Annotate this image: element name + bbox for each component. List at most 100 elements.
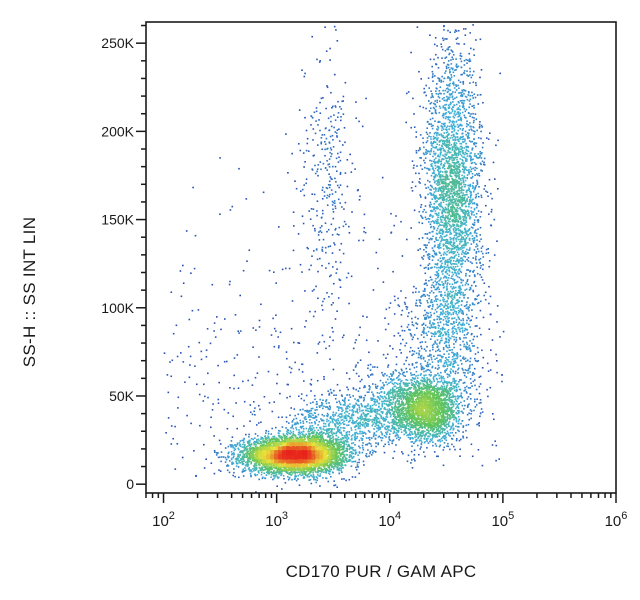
data-point [476, 157, 479, 159]
data-point [302, 408, 304, 411]
data-point [480, 69, 483, 71]
data-point [470, 443, 473, 446]
data-point [445, 340, 448, 343]
data-point [313, 476, 315, 479]
data-point [458, 151, 460, 154]
data-point [452, 54, 455, 56]
data-point [375, 421, 378, 424]
data-point [457, 269, 460, 271]
data-point [371, 404, 374, 407]
data-point [472, 302, 474, 305]
data-point [336, 383, 339, 386]
data-point [447, 29, 449, 32]
data-point [325, 477, 327, 479]
data-point [445, 128, 447, 131]
data-point [414, 459, 416, 462]
data-point [460, 394, 462, 397]
data-point [475, 404, 478, 406]
data-point [257, 438, 260, 441]
data-point [363, 227, 366, 229]
data-point [467, 146, 469, 149]
data-point [443, 353, 445, 355]
data-point [456, 156, 459, 159]
data-point [400, 368, 403, 371]
data-point [438, 120, 440, 123]
data-point [456, 244, 459, 247]
data-point [414, 291, 417, 293]
data-point [441, 211, 444, 213]
data-point [495, 444, 498, 447]
data-point [473, 93, 476, 95]
data-point [385, 428, 388, 431]
data-point [472, 190, 475, 193]
data-point [260, 436, 262, 439]
data-point [379, 426, 382, 429]
data-point [358, 458, 360, 461]
data-point [455, 407, 457, 410]
data-point [430, 371, 432, 374]
data-point [478, 422, 480, 424]
data-point [344, 417, 347, 420]
data-point [322, 471, 325, 473]
data-point [402, 374, 405, 377]
data-point [439, 216, 442, 218]
data-point [357, 417, 360, 420]
data-point [455, 336, 457, 339]
data-point [346, 445, 349, 447]
data-point [453, 346, 455, 349]
data-point [291, 420, 294, 422]
data-point [384, 417, 386, 420]
data-point [374, 418, 377, 420]
data-point [429, 223, 432, 226]
data-point [447, 442, 449, 445]
data-point [470, 200, 472, 202]
data-point [429, 304, 431, 307]
data-point [369, 406, 372, 408]
data-point [409, 350, 411, 353]
data-point [397, 436, 400, 438]
data-point [258, 326, 261, 328]
data-point [336, 268, 338, 270]
data-point [386, 400, 388, 402]
data-point [453, 263, 455, 265]
data-point [439, 204, 441, 207]
data-point [273, 477, 275, 480]
data-point [465, 307, 468, 310]
data-point [469, 340, 471, 342]
data-point [455, 319, 458, 321]
data-point [411, 467, 414, 469]
data-point [352, 419, 354, 422]
data-point [325, 267, 327, 269]
data-point [459, 448, 461, 451]
data-point [386, 416, 389, 418]
data-point [281, 416, 283, 418]
data-point [461, 240, 463, 243]
data-point [460, 359, 462, 362]
data-point [292, 430, 295, 433]
data-point [491, 197, 493, 200]
data-point [391, 375, 393, 377]
data-point [453, 124, 455, 126]
data-point [250, 437, 253, 440]
data-point [338, 400, 340, 403]
data-point [423, 328, 426, 330]
data-point [442, 134, 444, 137]
data-point [447, 96, 450, 99]
data-point [342, 95, 345, 98]
data-point [463, 93, 465, 95]
data-point [455, 311, 457, 313]
data-point [444, 340, 447, 343]
data-point [255, 441, 257, 444]
data-point [457, 260, 459, 263]
data-point [465, 232, 468, 235]
data-point [392, 372, 395, 374]
data-point [451, 248, 454, 250]
data-point [436, 229, 438, 232]
data-point [478, 327, 481, 330]
data-point [343, 429, 345, 432]
data-point [435, 277, 437, 280]
data-point [455, 390, 458, 393]
data-point [433, 58, 435, 61]
data-point [365, 454, 367, 457]
data-point [377, 429, 380, 431]
